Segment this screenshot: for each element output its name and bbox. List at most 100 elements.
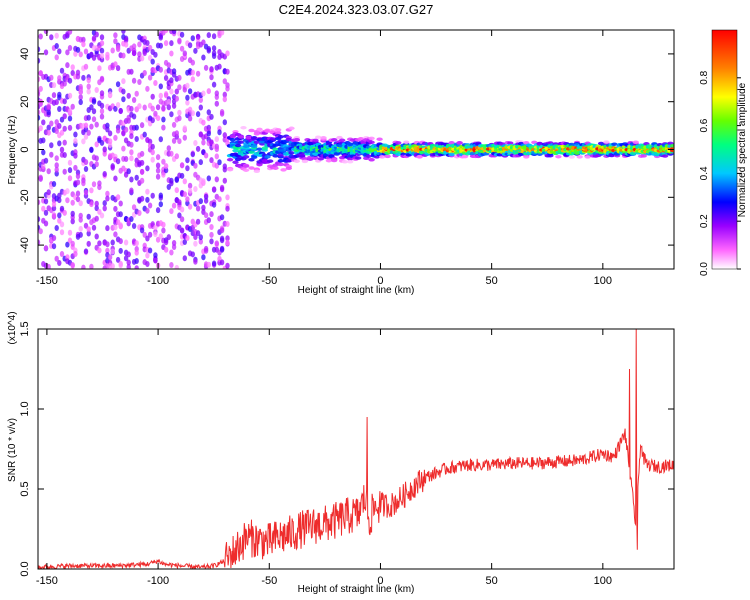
heatmap-cell — [49, 120, 54, 127]
heatmap-cell — [211, 33, 217, 40]
heatmap-cell — [177, 138, 182, 145]
heatmap-cell — [43, 157, 49, 164]
heatmap-cell — [70, 210, 75, 217]
heatmap-cell — [57, 75, 62, 82]
heatmap-cell — [661, 154, 669, 158]
heatmap-cell — [142, 104, 147, 111]
heatmap-cell — [190, 251, 195, 258]
heatmap-cell — [67, 30, 73, 35]
heatmap-cell — [163, 30, 169, 34]
heatmap-cell — [187, 115, 193, 122]
heatmap-cell — [121, 145, 126, 152]
heatmap-cell — [195, 205, 201, 212]
snr-y-ticks: 0.0 0.5 1.0 1.5 — [19, 321, 674, 577]
heatmap-cell — [54, 225, 59, 231]
heatmap-cell — [59, 221, 65, 228]
heatmap-cell — [113, 134, 118, 141]
heatmap-cell — [280, 148, 287, 153]
heatmap-cell — [115, 256, 121, 263]
heatmap-cell — [209, 66, 214, 73]
heatmap-cell — [89, 201, 94, 208]
heatmap-cell — [46, 104, 51, 111]
heatmap-cell — [169, 88, 174, 95]
colorbar-tick-label: 0.8 — [699, 70, 710, 84]
heatmap-cell — [46, 263, 51, 269]
heatmap-cell — [229, 138, 236, 142]
heatmap-cell — [161, 105, 166, 112]
heatmap-cell — [78, 231, 83, 238]
x-tick-label: 0 — [377, 275, 383, 287]
heatmap-cell — [57, 123, 62, 129]
heatmap-cell — [67, 167, 73, 174]
heatmap-cell — [86, 213, 91, 220]
heatmap-cell — [629, 151, 637, 156]
heatmap-cell — [209, 157, 214, 164]
heatmap-cell — [211, 45, 217, 52]
colorbar-label: Normalized spectral amplitude — [737, 82, 748, 217]
heatmap-cell — [357, 137, 365, 141]
heatmap-cell — [129, 216, 134, 222]
heatmap-cell — [355, 156, 362, 160]
heatmap-cell — [113, 38, 118, 45]
heatmap-cell — [182, 134, 187, 141]
heatmap-cell — [118, 262, 123, 269]
heatmap-cell — [339, 138, 346, 143]
heatmap-cell — [57, 260, 62, 266]
heatmap-cell — [86, 129, 91, 136]
heatmap-cell — [174, 153, 179, 160]
heatmap-cell — [131, 77, 137, 84]
heatmap-cell — [59, 67, 65, 74]
heatmap-cell — [62, 80, 67, 87]
heatmap-cell — [89, 147, 94, 153]
heatmap-cell — [123, 126, 129, 133]
heatmap-cell — [198, 238, 203, 245]
heatmap-cell — [113, 175, 118, 182]
heatmap-cell — [185, 165, 190, 172]
y-tick-label: 40 — [19, 48, 31, 60]
heatmap-cell — [226, 157, 234, 162]
heatmap-cell — [105, 195, 110, 202]
heatmap-cell — [41, 205, 46, 212]
heatmap-cell — [99, 34, 105, 41]
heatmap-cell — [219, 259, 225, 266]
heatmap-cell — [89, 104, 94, 111]
heatmap-cell — [113, 61, 118, 68]
heatmap-cell — [51, 201, 57, 208]
heatmap-cell — [222, 119, 227, 126]
heatmap-cell — [145, 165, 150, 172]
colorbar-tick-label: 0.2 — [699, 214, 710, 228]
heatmap-cell — [38, 76, 41, 83]
heatmap-cell — [203, 152, 209, 159]
heatmap-cell — [187, 187, 193, 194]
colorbar: 0.0 0.2 0.4 0.6 0.8 Normalized spectral ampl… — [699, 29, 748, 276]
x-tick-label: -150 — [36, 575, 58, 587]
heatmap-cell — [206, 175, 211, 182]
heatmap-cell — [78, 83, 83, 90]
heatmap-cell — [219, 214, 225, 221]
heatmap-cell — [54, 119, 59, 126]
heatmap-cell — [38, 109, 41, 116]
heatmap-cell — [41, 137, 46, 144]
x-tick-label: 50 — [486, 275, 498, 287]
heatmap-cell — [315, 135, 322, 139]
y-tick-label: -20 — [19, 189, 31, 205]
heatmap-cell — [83, 159, 89, 166]
heatmap-cell — [62, 139, 67, 146]
heatmap-cell — [43, 30, 49, 35]
heatmap-cell — [153, 252, 158, 259]
heatmap-cell — [139, 177, 145, 184]
heatmap-cell — [169, 77, 174, 84]
heatmap-cell — [131, 43, 137, 50]
heatmap-cell — [317, 157, 325, 161]
heatmap-cell — [174, 187, 179, 194]
heatmap-cell — [193, 47, 198, 54]
heatmap-cell — [166, 234, 171, 241]
heatmap-cell — [145, 235, 150, 242]
heatmap-cell — [237, 135, 244, 139]
heatmap-cell — [118, 200, 123, 207]
heatmap-cell — [46, 168, 51, 175]
heatmap-cell — [153, 51, 158, 58]
heatmap-cell — [102, 150, 107, 157]
x-tick-label: -100 — [147, 575, 169, 587]
heatmap-cell — [232, 160, 239, 165]
